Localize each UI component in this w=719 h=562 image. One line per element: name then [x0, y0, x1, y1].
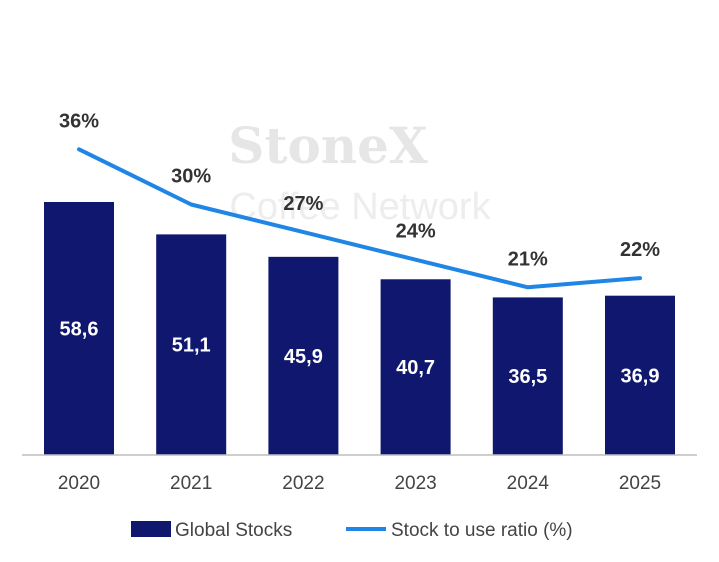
- bar-series: 58,6 51,1 45,9 40,7 36,5 36,9: [44, 202, 675, 455]
- x-tick-label-2024: 2024: [507, 473, 550, 494]
- line-value-label-2020: 36%: [59, 110, 99, 132]
- x-tick-label-2023: 2023: [394, 473, 436, 494]
- bar-2020: [44, 202, 114, 455]
- line-value-label-2024: 21%: [508, 248, 548, 270]
- bar-value-label-2025: 36,9: [621, 365, 660, 387]
- legend-swatch-global-stocks: [131, 521, 171, 537]
- line-value-label-2025: 22%: [620, 239, 660, 261]
- line-series: 36% 30% 27% 24% 21% 22%: [59, 110, 660, 290]
- line-value-label-2022: 27%: [283, 193, 323, 215]
- legend-label-global-stocks: Global Stocks: [175, 520, 292, 541]
- bar-value-label-2020: 58,6: [60, 319, 99, 341]
- x-tick-label-2021: 2021: [170, 473, 212, 494]
- watermark: StoneX Coffee Network: [228, 116, 491, 228]
- bar-value-label-2023: 40,7: [396, 357, 435, 379]
- watermark-brand: StoneX: [228, 116, 428, 175]
- legend: Global Stocks Stock to use ratio (%): [131, 520, 573, 541]
- bar-2025: [605, 295, 675, 455]
- bar-value-label-2024: 36,5: [508, 366, 547, 388]
- legend-label-stock-to-use: Stock to use ratio (%): [391, 520, 573, 541]
- line-value-label-2021: 30%: [171, 166, 211, 188]
- line-value-label-2023: 24%: [396, 221, 436, 243]
- bar-value-label-2021: 51,1: [172, 335, 211, 357]
- bar-2021: [156, 234, 227, 455]
- stock-to-use-line: [77, 147, 642, 290]
- x-tick-label-2022: 2022: [282, 473, 324, 494]
- bar-value-label-2022: 45,9: [284, 346, 323, 368]
- x-tick-label-2025: 2025: [619, 473, 661, 494]
- bar-2023: [380, 279, 451, 455]
- bar-2024: [492, 297, 563, 455]
- watermark-subtitle: Coffee Network: [229, 186, 491, 228]
- x-tick-label-2020: 2020: [58, 473, 100, 494]
- x-axis-ticks: 2020 2021 2022 2023 2024 2025: [58, 473, 661, 494]
- bar-2022: [268, 256, 339, 455]
